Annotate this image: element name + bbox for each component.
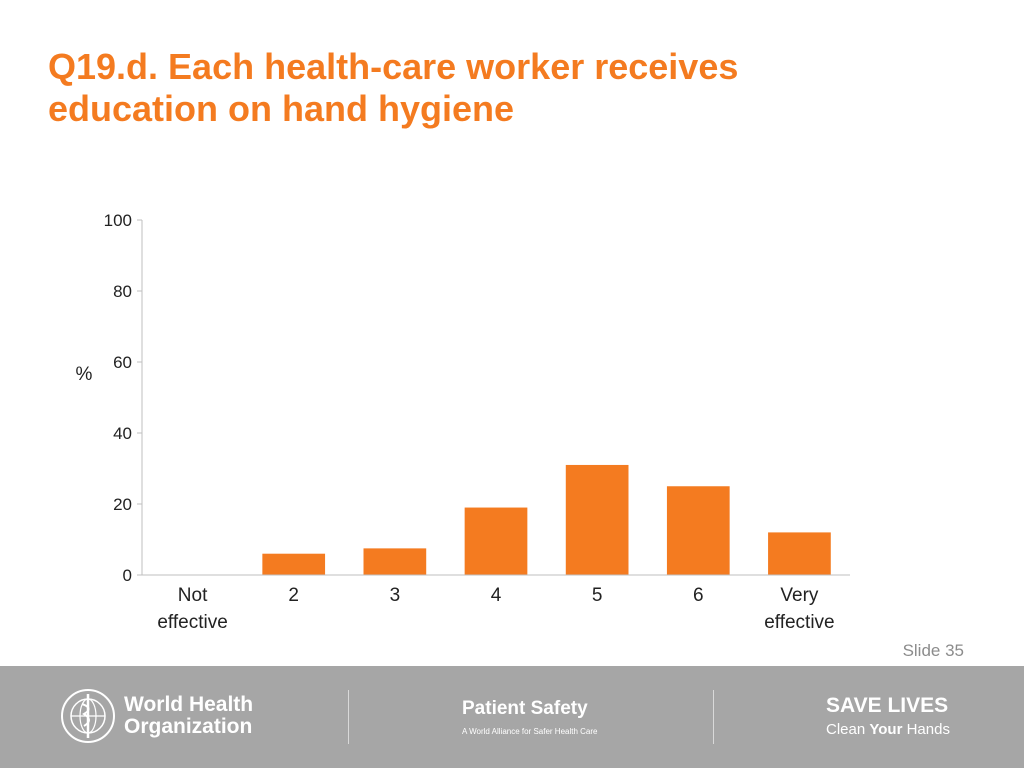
y-tick-label: 20 — [113, 495, 132, 514]
bar — [666, 486, 730, 575]
slogan-emphasis: Your — [869, 721, 903, 738]
title-line-1: Q19.d. Each health-care worker receives — [48, 46, 739, 87]
patient-safety-subtitle: A World Alliance for Safer Health Care — [462, 727, 598, 736]
y-tick-label: 100 — [104, 211, 132, 230]
who-line-2: Organization — [124, 715, 253, 738]
y-axis-ticks: 0 20 40 60 80 100 — [104, 211, 142, 585]
x-tick-label: Very effective — [764, 585, 834, 633]
x-axis-labels: Not effective 2 3 4 5 6 Very effective — [157, 585, 834, 633]
patient-safety-title: Patient Safety — [462, 698, 588, 719]
who-emblem-icon — [61, 689, 115, 743]
y-tick-label: 40 — [113, 424, 132, 443]
slide-title: Q19.d. Each health-care worker receives … — [48, 46, 948, 130]
y-axis-label: % — [76, 364, 93, 385]
bar — [464, 507, 528, 575]
footer-divider-2 — [713, 690, 714, 744]
bars — [262, 464, 831, 575]
bar — [262, 553, 326, 575]
bar-chart: % 0 20 40 60 80 100 Not effective 2 3 4 5 6 Very effe… — [76, 211, 850, 633]
footer-divider-1 — [348, 690, 349, 744]
x-tick-label: 6 — [693, 585, 704, 606]
save-lives-title: SAVE LIVES — [826, 694, 949, 717]
title-line-2: education on hand hygiene — [48, 88, 515, 129]
slogan-suffix: Hands — [902, 721, 950, 738]
footer-bar: World Health Organization Patient Safety… — [0, 666, 1024, 768]
who-wordmark: World Health Organization — [124, 694, 253, 738]
slogan-prefix: Clean — [826, 721, 870, 738]
x-tick-label: 5 — [592, 585, 603, 606]
bar — [363, 548, 427, 575]
x-tick-label: 2 — [288, 585, 299, 606]
who-line-1: World Health — [124, 693, 254, 716]
y-tick-label: 60 — [113, 353, 132, 372]
x-tick-label: 4 — [491, 585, 502, 606]
y-tick-label: 80 — [113, 282, 132, 301]
bar — [768, 532, 831, 575]
bar — [565, 464, 629, 575]
y-tick-label: 0 — [123, 566, 132, 585]
x-tick-label: Not effective — [157, 585, 227, 633]
clean-your-hands-slogan: Clean Your Hands — [826, 721, 950, 738]
slide-number: Slide 35 — [902, 641, 964, 660]
x-tick-label: 3 — [390, 585, 401, 606]
